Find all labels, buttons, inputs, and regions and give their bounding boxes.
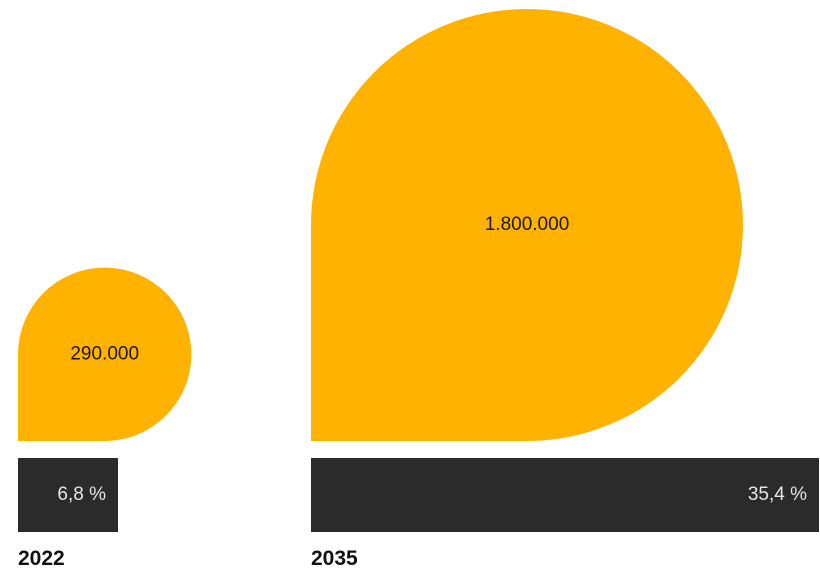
drop-2035 bbox=[311, 9, 743, 441]
bar-2035 bbox=[311, 458, 819, 532]
bar-label-2022: 6,8 % bbox=[57, 484, 106, 505]
drop-label-2035: 1.800.000 bbox=[485, 214, 570, 235]
bar-label-2035: 35,4 % bbox=[748, 484, 807, 505]
year-label-2022: 2022 bbox=[18, 547, 65, 570]
group-2035: 1.800.000 35,4 % 2035 bbox=[311, 9, 819, 570]
year-label-2035: 2035 bbox=[311, 547, 358, 570]
group-2022: 290.000 6,8 % 2022 bbox=[18, 267, 192, 570]
drop-2022 bbox=[18, 267, 192, 441]
drop-label-2022: 290.000 bbox=[70, 343, 139, 364]
bar-2022 bbox=[18, 458, 118, 532]
